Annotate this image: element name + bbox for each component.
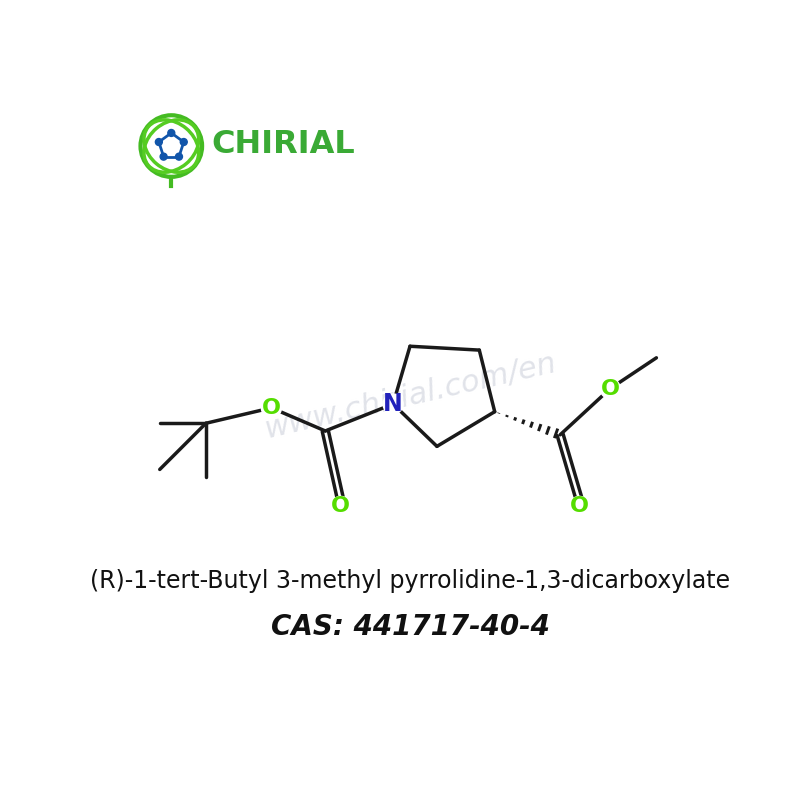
Text: www.chirial.com/en: www.chirial.com/en xyxy=(261,349,559,444)
Circle shape xyxy=(168,130,174,137)
Text: (R)-1-tert-Butyl 3-methyl pyrrolidine-1,3-dicarboxylate: (R)-1-tert-Butyl 3-methyl pyrrolidine-1,… xyxy=(90,569,730,593)
Text: N: N xyxy=(383,392,403,416)
Text: CHIRIAL: CHIRIAL xyxy=(211,129,355,160)
Circle shape xyxy=(600,378,620,398)
Circle shape xyxy=(175,153,182,160)
Circle shape xyxy=(570,496,590,517)
Circle shape xyxy=(155,138,162,146)
Circle shape xyxy=(180,138,187,146)
Text: O: O xyxy=(331,497,350,517)
Text: CAS: 441717-40-4: CAS: 441717-40-4 xyxy=(270,614,550,642)
Circle shape xyxy=(262,398,282,418)
Circle shape xyxy=(330,496,350,517)
Circle shape xyxy=(383,394,403,414)
Text: O: O xyxy=(570,497,589,517)
Text: O: O xyxy=(601,378,620,398)
Text: O: O xyxy=(262,398,281,418)
Circle shape xyxy=(160,153,167,160)
